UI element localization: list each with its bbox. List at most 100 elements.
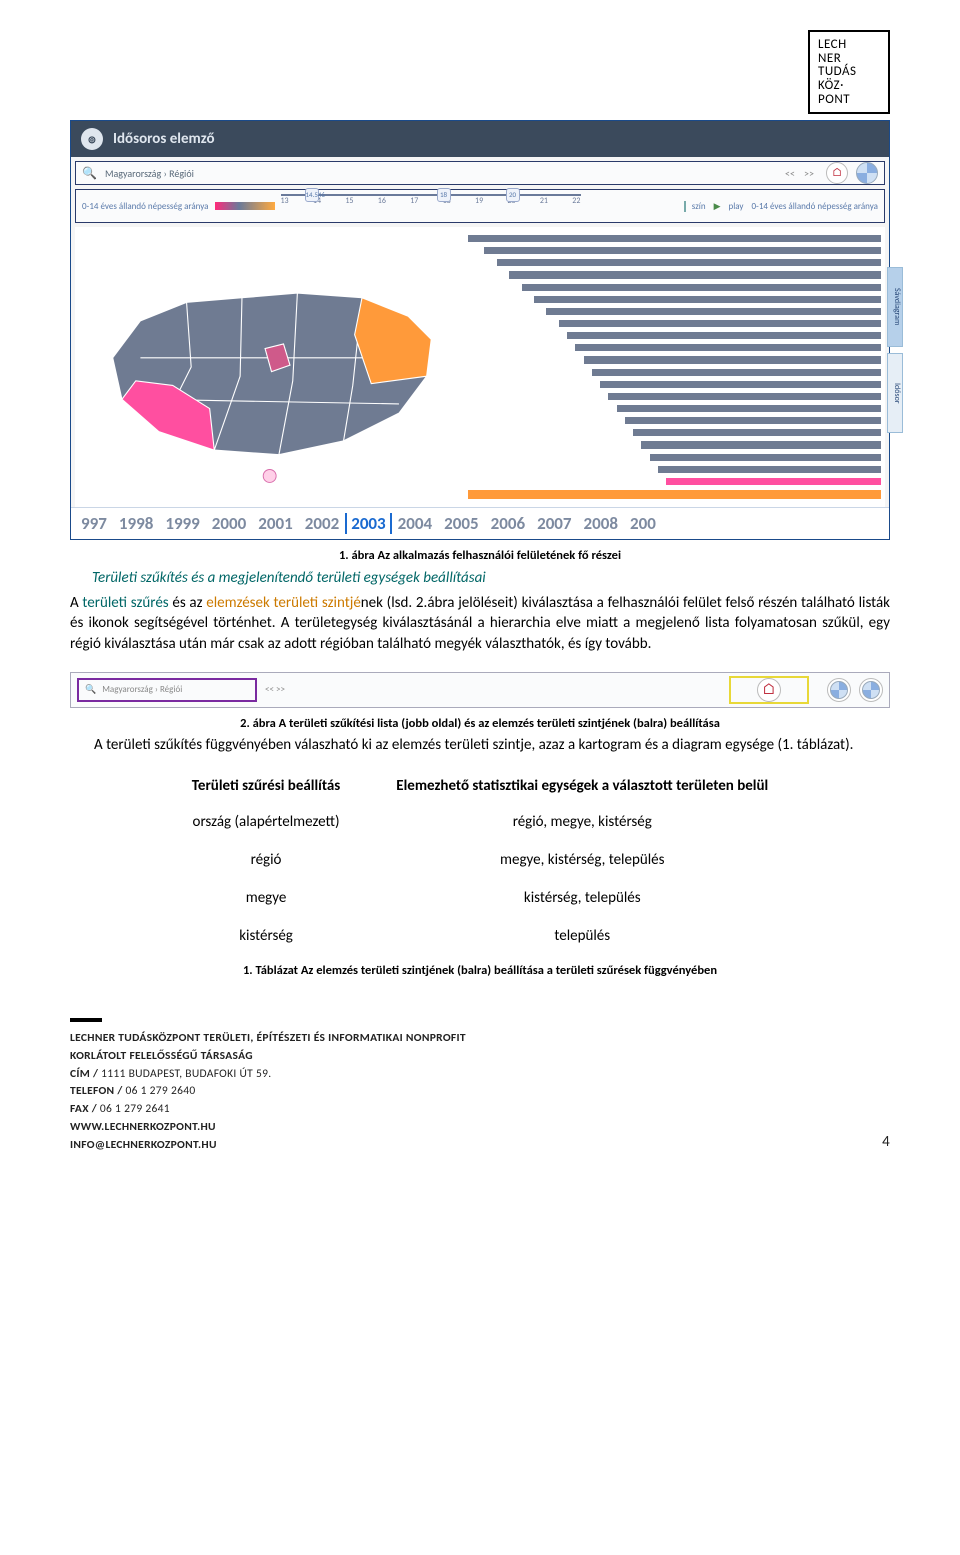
bar-item[interactable] — [484, 247, 881, 254]
nav-arrows[interactable]: << >> — [265, 684, 285, 695]
firm-name-2: KORLÁTOLT FELELŐSSÉGŰ TÁRSASÁG — [70, 1048, 890, 1066]
timeline-year[interactable]: 2001 — [252, 513, 298, 534]
figure-2-screenshot: 🔍 Magyarország › Régiói << >> ⌂ — [70, 672, 890, 708]
timeline-year[interactable]: 1998 — [113, 513, 159, 534]
table-row: kistérségtelepülés — [164, 917, 796, 955]
timeline-year[interactable]: 2008 — [578, 513, 624, 534]
figure-1-screenshot: ⊚ Idősoros elemző 🔍 Magyarország › Régió… — [70, 120, 890, 540]
highlight-analysis-level: elemzések területi szintjé — [206, 594, 361, 612]
bar-item-pink[interactable] — [666, 478, 881, 485]
bar-item[interactable] — [625, 417, 881, 424]
page-number: 4 — [882, 1131, 890, 1154]
bar-item[interactable] — [509, 271, 881, 278]
page-footer: LECHNER TUDÁSKÖZPONT TERÜLETI, ÉPÍTÉSZET… — [70, 1018, 890, 1155]
bar-item[interactable] — [534, 296, 881, 303]
ruler-tick: 15 — [345, 196, 353, 206]
table-header-left: Területi szűrési beállítás — [164, 769, 369, 803]
legend-szin: szín — [684, 201, 706, 212]
territorial-filter-box[interactable]: 🔍 Magyarország › Régiói — [77, 678, 257, 702]
level-selector-box[interactable]: ⌂ — [729, 676, 809, 704]
timeline-year[interactable]: 2006 — [485, 513, 531, 534]
timeline-year[interactable]: 2005 — [438, 513, 484, 534]
breadcrumb-path[interactable]: Magyarország › Régiói — [105, 167, 194, 180]
timeline-year[interactable]: 2003 — [345, 513, 391, 534]
bar-item[interactable] — [650, 454, 881, 461]
color-gradient — [215, 202, 275, 210]
bar-item[interactable] — [641, 441, 881, 448]
highlight-territorial-filter: területi szűrés — [82, 594, 168, 612]
ruler-tick: 19 — [475, 196, 483, 206]
ruler-knob-mid[interactable]: 18 — [437, 188, 451, 202]
email-line: INFO@LECHNERKOZPONT.HU — [70, 1137, 890, 1155]
legend-row: 0-14 éves állandó népesség aránya 14.546… — [75, 189, 885, 223]
bar-item[interactable] — [522, 284, 881, 291]
bar-item[interactable] — [497, 259, 881, 266]
address-line: CÍM / 1111 BUDAPEST, BUDAFOKI ÚT 59. — [70, 1066, 890, 1084]
bar-item[interactable] — [608, 393, 881, 400]
table-cell: megye, kistérség, település — [368, 841, 796, 879]
table-row: megyekistérség, település — [164, 879, 796, 917]
table-header-right: Elemezhető statisztikai egységek a válas… — [368, 769, 796, 803]
level-button[interactable] — [827, 678, 851, 702]
timeline-year[interactable]: 997 — [75, 513, 113, 534]
bar-item[interactable] — [567, 332, 881, 339]
logo-line: TUDÁS — [818, 65, 880, 79]
timeline-year[interactable]: 2007 — [531, 513, 577, 534]
paragraph-2: A területi szűkítés függvényében válaszh… — [70, 735, 890, 755]
bar-item[interactable] — [658, 466, 881, 473]
home-icon: ⌂ — [757, 678, 781, 702]
timeline-year[interactable]: 2000 — [206, 513, 252, 534]
bar-item[interactable] — [559, 320, 881, 327]
timeline-year[interactable]: 200 — [624, 513, 662, 534]
ruler-knob-lo[interactable]: 14.546 — [305, 188, 319, 202]
level-selector-icon[interactable] — [856, 162, 878, 184]
table-cell: megye — [164, 879, 369, 917]
footer-rule — [70, 1018, 102, 1022]
timeline-year[interactable]: 2002 — [299, 513, 345, 534]
table-cell: kistérség, település — [368, 879, 796, 917]
bar-item[interactable] — [600, 381, 881, 388]
logo-line: KÖZ· — [818, 79, 880, 93]
search-icon[interactable]: 🔍 — [82, 166, 97, 181]
timeline[interactable]: 9971998199920002001200220032004200520062… — [71, 507, 889, 539]
value-ruler[interactable]: 14.546 18 20 13141516171819202122 — [281, 192, 581, 220]
table-1-caption: 1. Táblázat Az elemzés területi szintjén… — [70, 963, 890, 978]
ruler-tick: 13 — [281, 196, 289, 206]
main-panels: Sávdiagram Idősor — [75, 227, 885, 507]
nav-prev-button[interactable]: << — [785, 167, 795, 180]
paragraph-1: A területi szűrés és az elemzések terüle… — [70, 593, 890, 654]
ruler-tick: 17 — [410, 196, 418, 206]
app-logo-icon: ⊚ — [81, 128, 103, 150]
bar-item[interactable] — [575, 344, 881, 351]
bar-item-orange[interactable] — [468, 490, 881, 499]
tab-bar-chart[interactable]: Sávdiagram — [887, 267, 903, 347]
table-cell: régió — [164, 841, 369, 879]
timeline-year[interactable]: 2004 — [392, 513, 438, 534]
home-button[interactable]: ⌂ — [826, 162, 848, 184]
timeline-year[interactable]: 1999 — [159, 513, 205, 534]
map-pane[interactable] — [75, 227, 464, 507]
bar-item[interactable] — [617, 405, 881, 412]
telephone-line: TELEFON / 06 1 279 2640 — [70, 1083, 890, 1101]
app-titlebar: ⊚ Idősoros elemző — [71, 121, 889, 157]
nav-next-button[interactable]: >> — [804, 167, 814, 180]
bar-item[interactable] — [584, 356, 882, 363]
compass-icon — [862, 681, 880, 699]
level-button[interactable] — [859, 678, 883, 702]
bar-item[interactable] — [546, 308, 881, 315]
table-cell: régió, megye, kistérség — [368, 803, 796, 841]
tab-timeseries[interactable]: Idősor — [887, 353, 903, 433]
bar-item[interactable] — [468, 235, 881, 242]
ruler-tick: 21 — [540, 196, 548, 206]
firm-name-1: LECHNER TUDÁSKÖZPONT TERÜLETI, ÉPÍTÉSZET… — [70, 1030, 890, 1048]
ruler-tick: 16 — [378, 196, 386, 206]
logo-line: NER — [818, 52, 880, 66]
bar-item[interactable] — [633, 429, 881, 436]
bar-item[interactable] — [592, 369, 881, 376]
play-button[interactable]: ▶ — [714, 201, 721, 212]
map-marker-icon — [263, 469, 276, 482]
hungary-map — [85, 234, 454, 500]
brand-logo: LECH NER TUDÁS KÖZ· PONT — [808, 30, 890, 114]
ruler-knob-hi[interactable]: 20 — [506, 188, 520, 202]
table-cell: település — [368, 917, 796, 955]
